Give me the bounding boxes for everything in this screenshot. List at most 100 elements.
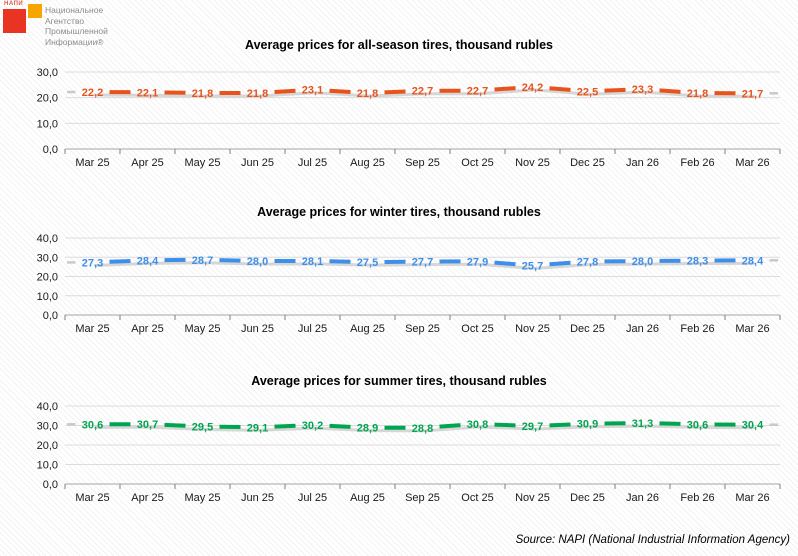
svg-text:May 25: May 25 [184,157,220,169]
svg-text:10,0: 10,0 [37,460,58,472]
svg-text:28,0: 28,0 [247,256,268,268]
svg-text:Feb 26: Feb 26 [680,157,714,169]
svg-text:28,1: 28,1 [302,256,323,268]
svg-text:22,1: 22,1 [137,87,158,99]
svg-text:10,0: 10,0 [37,118,58,130]
logo-agency-name: Национальное Агентство Промышленной Инфо… [45,5,108,47]
svg-text:29,1: 29,1 [247,422,268,434]
svg-text:28,0: 28,0 [632,256,653,268]
svg-text:Jan 26: Jan 26 [626,492,659,504]
svg-text:Oct 25: Oct 25 [461,157,493,169]
svg-text:23,3: 23,3 [632,84,653,96]
logo-line-4: Информации® [45,36,104,47]
svg-text:20,0: 20,0 [37,272,58,284]
svg-text:28,4: 28,4 [742,255,764,267]
chart-title-winter: Average prices for winter tires, thousan… [257,205,541,219]
svg-text:Mar 26: Mar 26 [735,492,769,504]
svg-text:Nov 25: Nov 25 [515,323,550,335]
svg-text:Sep 25: Sep 25 [405,323,440,335]
winter-tires-line-chart: 0,0 10,0 20,0 30,0 40,0 Mar 25 Apr 25 May 25 Jun… [37,233,781,335]
svg-text:22,7: 22,7 [412,86,433,98]
svg-text:Oct 25: Oct 25 [461,323,493,335]
svg-text:Jun 25: Jun 25 [241,157,274,169]
svg-text:30,9: 30,9 [577,419,598,431]
logo-red-square [3,9,26,33]
svg-text:25,7: 25,7 [522,261,543,273]
svg-text:20,0: 20,0 [37,440,58,452]
svg-text:Aug 25: Aug 25 [350,492,385,504]
svg-text:30,0: 30,0 [37,421,58,433]
svg-text:Aug 25: Aug 25 [350,323,385,335]
svg-text:22,2: 22,2 [82,87,103,99]
svg-text:29,7: 29,7 [522,421,543,433]
svg-text:Jan 26: Jan 26 [626,323,659,335]
napi-logo: НАПИ Национальное Агентство Промышленной… [2,1,152,53]
svg-text:40,0: 40,0 [37,233,58,245]
svg-text:27,3: 27,3 [82,257,103,269]
svg-text:Apr 25: Apr 25 [131,157,163,169]
svg-text:Apr 25: Apr 25 [131,492,163,504]
logo-orange-square [28,4,42,18]
svg-text:28,9: 28,9 [357,423,378,435]
svg-text:Jul 25: Jul 25 [298,323,327,335]
chart-title-all-season: Average prices for all-season tires, tho… [245,38,553,52]
source-note: Source: NAPI (National Industrial Inform… [515,534,790,546]
svg-text:10,0: 10,0 [37,291,58,303]
svg-text:Mar 25: Mar 25 [75,323,109,335]
svg-text:May 25: May 25 [184,323,220,335]
svg-text:40,0: 40,0 [37,401,58,413]
svg-text:21,8: 21,8 [687,88,708,100]
svg-text:21,8: 21,8 [247,88,268,100]
svg-text:Oct 25: Oct 25 [461,492,493,504]
svg-text:Dec 25: Dec 25 [570,323,605,335]
svg-text:Mar 25: Mar 25 [75,157,109,169]
svg-text:0,0: 0,0 [43,144,58,156]
svg-text:27,7: 27,7 [412,257,433,269]
svg-text:Dec 25: Dec 25 [570,492,605,504]
svg-text:Nov 25: Nov 25 [515,492,550,504]
svg-text:Jul 25: Jul 25 [298,492,327,504]
svg-text:Feb 26: Feb 26 [680,492,714,504]
svg-text:Jul 25: Jul 25 [298,157,327,169]
svg-text:21,8: 21,8 [357,88,378,100]
svg-text:30,8: 30,8 [467,419,488,431]
svg-text:Jun 25: Jun 25 [241,492,274,504]
svg-text:29,5: 29,5 [192,421,213,433]
chart-title-summer: Average prices for summer tires, thousan… [251,374,547,388]
svg-text:28,3: 28,3 [687,256,708,268]
svg-text:0,0: 0,0 [43,479,58,491]
svg-text:22,5: 22,5 [577,86,598,98]
logo-line-3: Промышленной [45,26,108,36]
svg-text:0,0: 0,0 [43,310,58,322]
svg-text:27,5: 27,5 [357,257,378,269]
svg-text:30,2: 30,2 [302,420,323,432]
svg-text:21,7: 21,7 [742,88,763,100]
svg-text:22,7: 22,7 [467,86,488,98]
svg-text:Mar 25: Mar 25 [75,492,109,504]
svg-text:28,8: 28,8 [412,423,433,435]
svg-text:31,3: 31,3 [632,418,653,430]
svg-text:28,7: 28,7 [192,255,213,267]
all-season-tires-line-chart: 0,0 10,0 20,0 30,0 Mar 25 Apr 25 May 25 Jun 25 J… [37,67,781,169]
svg-text:Nov 25: Nov 25 [515,157,550,169]
svg-text:Jan 26: Jan 26 [626,157,659,169]
svg-text:Sep 25: Sep 25 [405,492,440,504]
svg-text:Apr 25: Apr 25 [131,323,163,335]
svg-text:30,0: 30,0 [37,252,58,264]
svg-text:Dec 25: Dec 25 [570,157,605,169]
svg-text:30,6: 30,6 [687,419,708,431]
svg-text:21,8: 21,8 [192,88,213,100]
logo-line-1: Национальное [45,5,104,15]
svg-text:Jun 25: Jun 25 [241,323,274,335]
svg-text:24,2: 24,2 [522,82,543,94]
svg-text:Mar 26: Mar 26 [735,323,769,335]
svg-text:Aug 25: Aug 25 [350,157,385,169]
svg-text:30,0: 30,0 [37,67,58,79]
svg-text:30,7: 30,7 [137,419,158,431]
svg-text:30,6: 30,6 [82,419,103,431]
svg-text:30,4: 30,4 [742,420,764,432]
svg-text:27,9: 27,9 [467,256,488,268]
svg-text:Sep 25: Sep 25 [405,157,440,169]
svg-text:May 25: May 25 [184,492,220,504]
svg-text:20,0: 20,0 [37,93,58,105]
